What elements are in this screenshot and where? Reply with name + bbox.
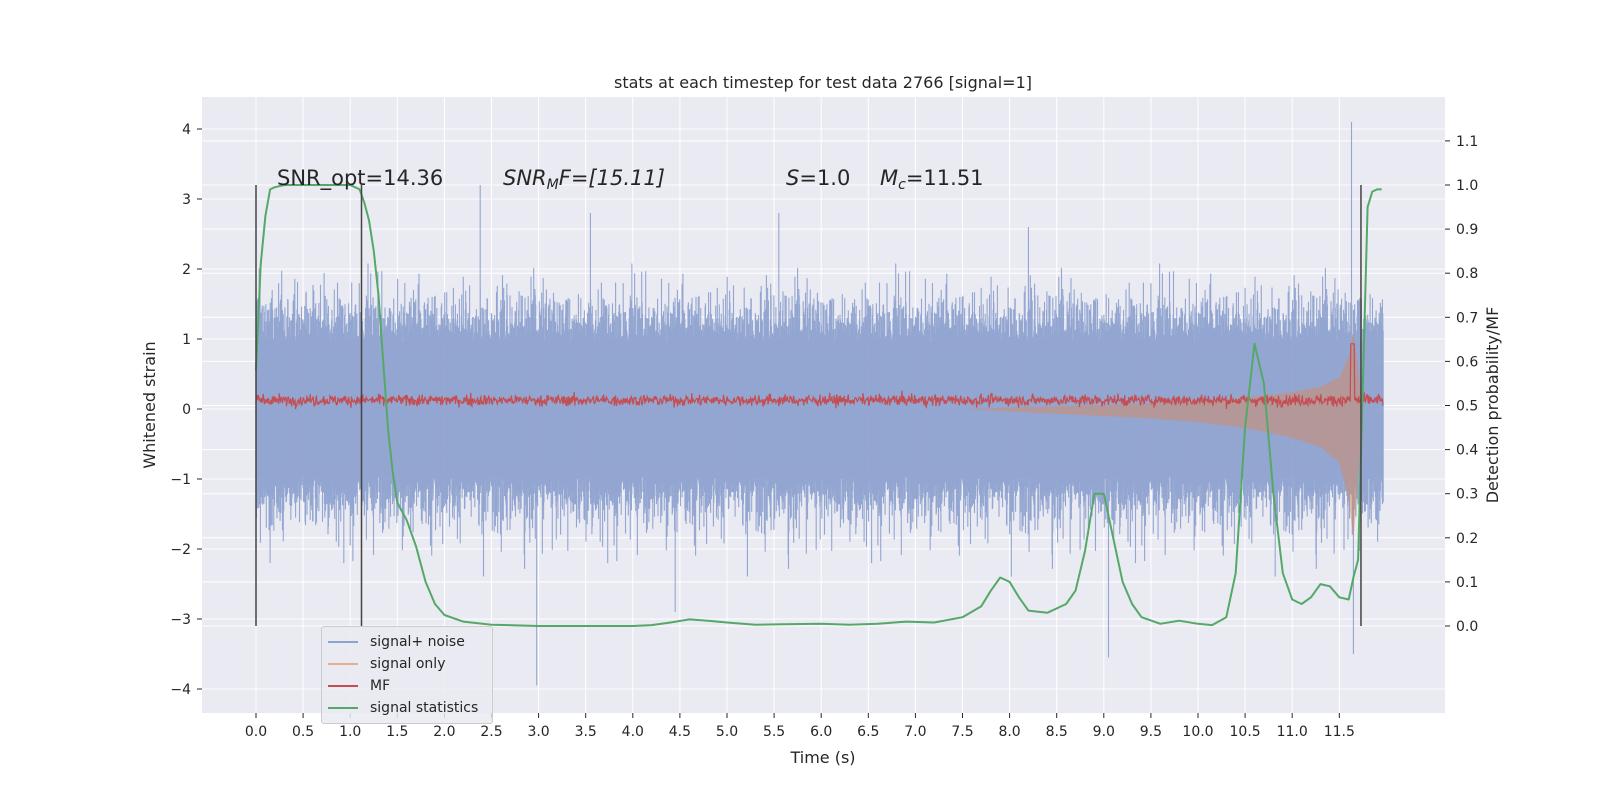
legend-item-signal-noise: signal+ noise (328, 631, 465, 653)
y-right-tick-label: 0.1 (1456, 575, 1478, 591)
y-right-tick-label: 0.7 (1456, 310, 1478, 326)
vertical-markers (255, 185, 1362, 626)
x-tick-label: 3.0 (527, 724, 549, 740)
y-right-tick-label: 0.9 (1456, 222, 1478, 238)
x-tick-label: 5.5 (763, 724, 785, 740)
y-right-tick-label: 0.8 (1456, 266, 1478, 282)
y-right-tick-label: 0.5 (1456, 399, 1478, 415)
y-left-tick-label: 4 (182, 122, 191, 138)
x-tick-label: 8.0 (998, 724, 1020, 740)
x-tick-label: 2.0 (433, 724, 455, 740)
chart-title: stats at each timestep for test data 276… (614, 73, 1032, 92)
legend-item-signal-only: signal only (328, 653, 445, 675)
y-left-tick-label: 3 (182, 192, 191, 208)
y-axis-left-label: Whitened strain (140, 341, 159, 468)
x-tick-label: 10.0 (1182, 724, 1213, 740)
legend-label-mf: MF (370, 678, 391, 694)
legend: signal+ noise signal only MF signal stat… (321, 626, 493, 724)
x-tick-label: 11.0 (1277, 724, 1308, 740)
y-left-tick-label: 2 (182, 262, 191, 278)
x-tick-label: 2.5 (480, 724, 502, 740)
legend-swatch-signal-noise (328, 641, 358, 643)
y-right-tick-label: 0.0 (1456, 619, 1478, 635)
y-axis-right-label: Detection probability/MF (1483, 307, 1502, 504)
annotation-s: S=1.0 (786, 166, 850, 190)
legend-item-signal-statistics: signal statistics (328, 697, 478, 719)
x-tick-label: 11.5 (1324, 724, 1355, 740)
x-tick-label: 6.5 (857, 724, 879, 740)
y-right-tick-label: 1.1 (1456, 134, 1478, 150)
x-tick-label: 8.5 (1046, 724, 1068, 740)
x-tick-label: 3.5 (575, 724, 597, 740)
x-tick-label: 4.5 (669, 724, 691, 740)
y-left-tick-label: −2 (170, 542, 191, 558)
legend-label-signal-only: signal only (370, 656, 446, 672)
y-right-tick-label: 0.2 (1456, 531, 1478, 547)
series-mf (255, 343, 1384, 410)
x-tick-label: 7.5 (951, 724, 973, 740)
x-axis-label: Time (s) (789, 748, 855, 767)
legend-swatch-signal-statistics (328, 707, 358, 709)
y-left-tick-label: 0 (182, 402, 191, 418)
y-left-tick-label: −1 (170, 472, 191, 488)
y-left-tick-label: 1 (182, 332, 191, 348)
x-tick-label: 9.0 (1093, 724, 1115, 740)
annotation-snr-mf: SNRMF=[15.11] (503, 166, 665, 193)
legend-swatch-signal-only (328, 663, 358, 665)
mf-trace (255, 343, 1384, 410)
x-tick-label: 9.5 (1140, 724, 1162, 740)
legend-label-signal-noise: signal+ noise (370, 634, 465, 650)
annotation-snr-opt: SNR_opt=14.36 (277, 166, 443, 191)
x-tick-label: 4.0 (622, 724, 644, 740)
x-tick-label: 5.0 (716, 724, 738, 740)
y-right-tick-label: 0.4 (1456, 443, 1478, 459)
x-tick-label: 6.0 (810, 724, 832, 740)
legend-label-signal-statistics: signal statistics (370, 700, 479, 716)
x-tick-label: 10.5 (1230, 724, 1261, 740)
x-tick-label: 0.5 (292, 724, 314, 740)
y-left-tick-label: −4 (170, 682, 191, 698)
ticks: 0.0 0.5 1.0 1.5 2.0 2.5 3.0 3.5 4.0 4.5 5.0 5.5 6.0 6… (170, 122, 1478, 740)
y-right-tick-label: 0.3 (1456, 487, 1478, 503)
legend-swatch-mf (328, 685, 358, 687)
y-left-tick-label: −3 (170, 612, 191, 628)
y-right-tick-label: 1.0 (1456, 178, 1478, 194)
x-tick-label: 1.5 (386, 724, 408, 740)
y-right-tick-label: 0.6 (1456, 354, 1478, 370)
x-tick-label: 7.0 (904, 724, 926, 740)
x-tick-label: 0.0 (245, 724, 267, 740)
x-tick-label: 1.0 (339, 724, 361, 740)
legend-item-mf: MF (328, 675, 390, 697)
annotation-mc: Mc=11.51 (880, 166, 984, 193)
